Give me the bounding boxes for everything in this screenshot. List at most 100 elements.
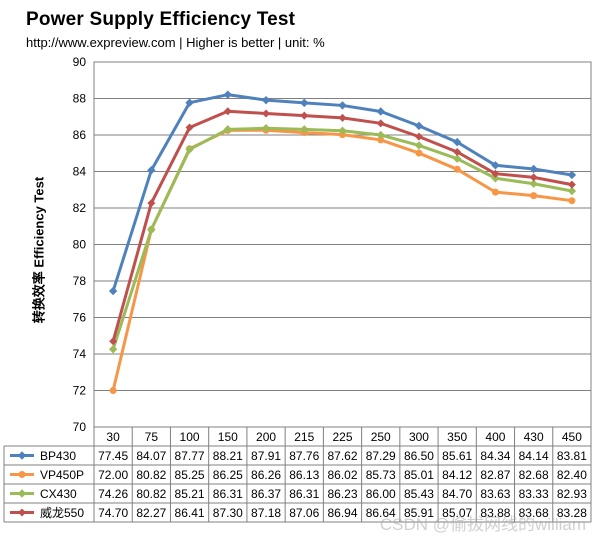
data-point-CX430 <box>261 124 271 133</box>
table-value: 72.00 <box>98 468 128 482</box>
table-value: 83.28 <box>557 506 587 520</box>
data-point-BP430 <box>261 95 271 105</box>
table-value: 87.18 <box>251 506 281 520</box>
data-point-BP430 <box>414 121 424 131</box>
table-value: 86.23 <box>327 487 357 501</box>
legend-label: CX430 <box>40 487 77 501</box>
table-value: 87.62 <box>327 449 357 463</box>
data-point-CX430 <box>147 225 156 234</box>
legend-label: VP450P <box>40 468 84 482</box>
data-point-CX430 <box>108 345 118 354</box>
table-value: 80.82 <box>136 468 166 482</box>
table-value: 80.82 <box>136 487 166 501</box>
data-point-VP450P <box>453 165 461 173</box>
table-value: 83.33 <box>519 487 549 501</box>
table-value: 84.70 <box>442 487 472 501</box>
data-point-BP430 <box>300 98 309 108</box>
table-value: 85.61 <box>442 449 472 463</box>
y-tick-label: 88 <box>73 92 87 106</box>
y-tick-label: 70 <box>73 420 87 434</box>
table-value: 84.12 <box>442 468 472 482</box>
data-point-VP450P <box>109 387 117 394</box>
data-point-CX430 <box>452 154 462 163</box>
table-value: 74.70 <box>98 506 128 520</box>
y-tick-label: 80 <box>73 238 87 252</box>
data-point-威龙550 <box>491 169 500 178</box>
x-tick-label: 75 <box>145 430 159 444</box>
data-point-BP430 <box>108 286 118 296</box>
table-value: 84.14 <box>519 449 549 463</box>
y-tick-label: 76 <box>73 311 87 325</box>
x-tick-label: 300 <box>409 430 429 444</box>
data-point-BP430 <box>452 137 462 147</box>
data-point-VP450P <box>568 197 576 205</box>
table-value: 85.91 <box>404 506 434 520</box>
table-value: 82.27 <box>136 506 166 520</box>
table-value: 87.06 <box>289 506 319 520</box>
table-value: 83.88 <box>480 506 510 520</box>
data-point-CX430 <box>223 125 233 134</box>
y-tick-label: 90 <box>73 55 87 69</box>
table-value: 82.93 <box>557 487 587 501</box>
data-point-BP430 <box>529 164 538 174</box>
data-point-威龙550 <box>185 123 194 132</box>
table-value: 85.07 <box>442 506 472 520</box>
data-point-BP430 <box>338 101 347 110</box>
table-value: 87.30 <box>213 506 243 520</box>
data-point-威龙550 <box>567 180 576 189</box>
table-value: 87.91 <box>251 449 281 463</box>
legend-label: 威龙550 <box>40 506 84 520</box>
table-value: 86.25 <box>213 468 243 482</box>
data-point-威龙550 <box>223 107 232 116</box>
y-tick-label: 72 <box>73 384 87 398</box>
table-value: 87.29 <box>366 449 396 463</box>
x-tick-label: 100 <box>180 430 200 444</box>
data-point-威龙550 <box>414 132 423 141</box>
data-point-威龙550 <box>529 173 538 182</box>
table-value: 85.01 <box>404 468 434 482</box>
table-value: 86.37 <box>251 487 281 501</box>
table-value: 83.68 <box>519 506 549 520</box>
table-value: 85.25 <box>175 468 205 482</box>
x-tick-label: 400 <box>485 430 505 444</box>
data-point-VP450P <box>377 136 385 144</box>
data-point-VP450P <box>491 188 499 196</box>
table-value: 86.31 <box>289 487 319 501</box>
data-point-CX430 <box>300 125 309 134</box>
data-point-CX430 <box>567 186 577 196</box>
x-tick-label: 350 <box>447 430 467 444</box>
table-value: 82.40 <box>557 468 587 482</box>
table-value: 82.87 <box>480 468 510 482</box>
data-point-威龙550 <box>300 111 309 120</box>
x-tick-label: 150 <box>218 430 238 444</box>
data-point-BP430 <box>376 107 385 116</box>
x-tick-label: 215 <box>294 430 314 444</box>
table-value: 85.43 <box>404 487 434 501</box>
legend-marker-威龙550 <box>18 508 26 517</box>
legend-marker-VP450P <box>18 471 26 478</box>
legend-marker-BP430 <box>17 451 27 460</box>
table-value: 86.94 <box>327 506 357 520</box>
y-tick-label: 86 <box>73 128 87 142</box>
data-point-威龙550 <box>376 119 385 128</box>
table-value: 84.07 <box>136 449 166 463</box>
data-point-CX430 <box>376 130 385 140</box>
chart-subtitle: http://www.expreview.com | Higher is bet… <box>26 35 325 50</box>
data-point-CX430 <box>491 174 500 183</box>
table-value: 86.26 <box>251 468 281 482</box>
table-value: 87.76 <box>289 449 319 463</box>
y-tick-label: 84 <box>73 165 87 179</box>
data-point-威龙550 <box>262 109 271 118</box>
legend-marker-CX430 <box>17 489 27 498</box>
y-tick-label: 78 <box>73 274 87 288</box>
legend-label: BP430 <box>40 449 76 463</box>
data-point-CX430 <box>414 141 424 150</box>
table-value: 86.64 <box>366 506 396 520</box>
x-tick-label: 250 <box>371 430 391 444</box>
data-point-威龙550 <box>109 337 118 346</box>
table-value: 83.81 <box>557 449 587 463</box>
data-point-VP450P <box>415 149 423 157</box>
data-point-VP450P <box>530 192 538 200</box>
data-point-威龙550 <box>147 199 156 208</box>
